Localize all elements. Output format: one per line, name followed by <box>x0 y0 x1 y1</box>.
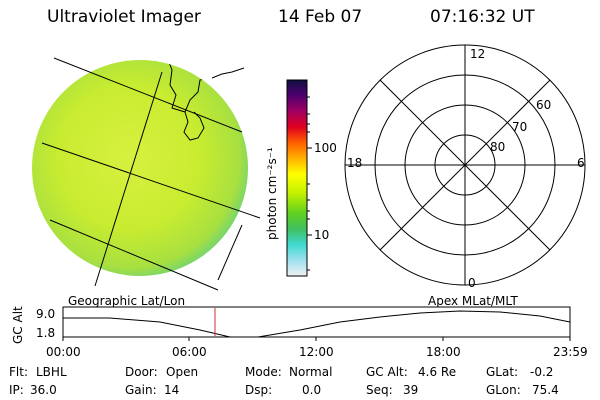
glat-label: GLat: <box>486 365 519 379</box>
door-label: Door: <box>125 365 158 379</box>
colorbar-tick-100: 100 <box>314 141 337 155</box>
time-tick-1200: 12:00 <box>299 345 334 359</box>
polar-mlt-0: 0 <box>468 276 476 290</box>
instrument-title: Ultraviolet Imager <box>47 7 201 27</box>
colorbar-unit-label: photon cm⁻²s⁻¹ <box>265 147 279 240</box>
polar-lat-70: 70 <box>512 120 528 134</box>
ip-value: 36.0 <box>30 383 57 397</box>
altitude-timeline <box>62 306 571 341</box>
gain-label: Gain: <box>125 383 157 397</box>
time-tick-2359: 23:59 <box>553 345 588 359</box>
polar-mlt-12: 12 <box>470 47 486 61</box>
colorbar-ticks <box>307 96 312 271</box>
earth-uv-image <box>32 57 261 291</box>
polar-mlt-6: 6 <box>577 156 585 170</box>
glon-label: GLon: <box>486 383 521 397</box>
colorbar-tick-10: 10 <box>314 228 330 242</box>
polar-plot <box>344 44 586 286</box>
geographic-label: Geographic Lat/Lon <box>68 294 186 308</box>
dsp-value: 0.0 <box>302 383 322 397</box>
gc-alt-label: GC Alt: <box>366 365 408 379</box>
filter-value: LBHL <box>36 365 67 379</box>
seq-value: 39 <box>403 383 419 397</box>
apex-label: Apex MLat/MLT <box>428 294 518 308</box>
polar-lat-60: 60 <box>536 98 552 112</box>
y-min-label: 1.8 <box>36 326 56 340</box>
dsp-label: Dsp: <box>245 383 273 397</box>
time-tick-0000: 00:00 <box>46 345 81 359</box>
seq-label: Seq: <box>366 383 393 397</box>
door-value: Open <box>166 365 199 379</box>
glat-value: -0.2 <box>530 365 554 379</box>
time-tick-1800: 18:00 <box>426 345 461 359</box>
ip-label: IP: <box>9 383 24 397</box>
mode-value: Normal <box>289 365 333 379</box>
time-tick-0600: 06:00 <box>172 345 207 359</box>
y-max-label: 9.0 <box>36 307 56 321</box>
gc-alt-axis-label: GC Alt <box>11 306 25 344</box>
mode-label: Mode: <box>245 365 282 379</box>
colorbar <box>286 79 312 277</box>
glon-value: 75.4 <box>532 383 559 397</box>
date-label: 14 Feb 07 <box>278 7 363 27</box>
polar-mlt-18: 18 <box>347 156 363 170</box>
gc-alt-value: 4.6 Re <box>418 365 457 379</box>
gain-value: 14 <box>164 383 180 397</box>
filter-label: Flt: <box>9 365 28 379</box>
polar-lat-80: 80 <box>490 140 506 154</box>
time-label: 07:16:32 UT <box>430 7 535 27</box>
